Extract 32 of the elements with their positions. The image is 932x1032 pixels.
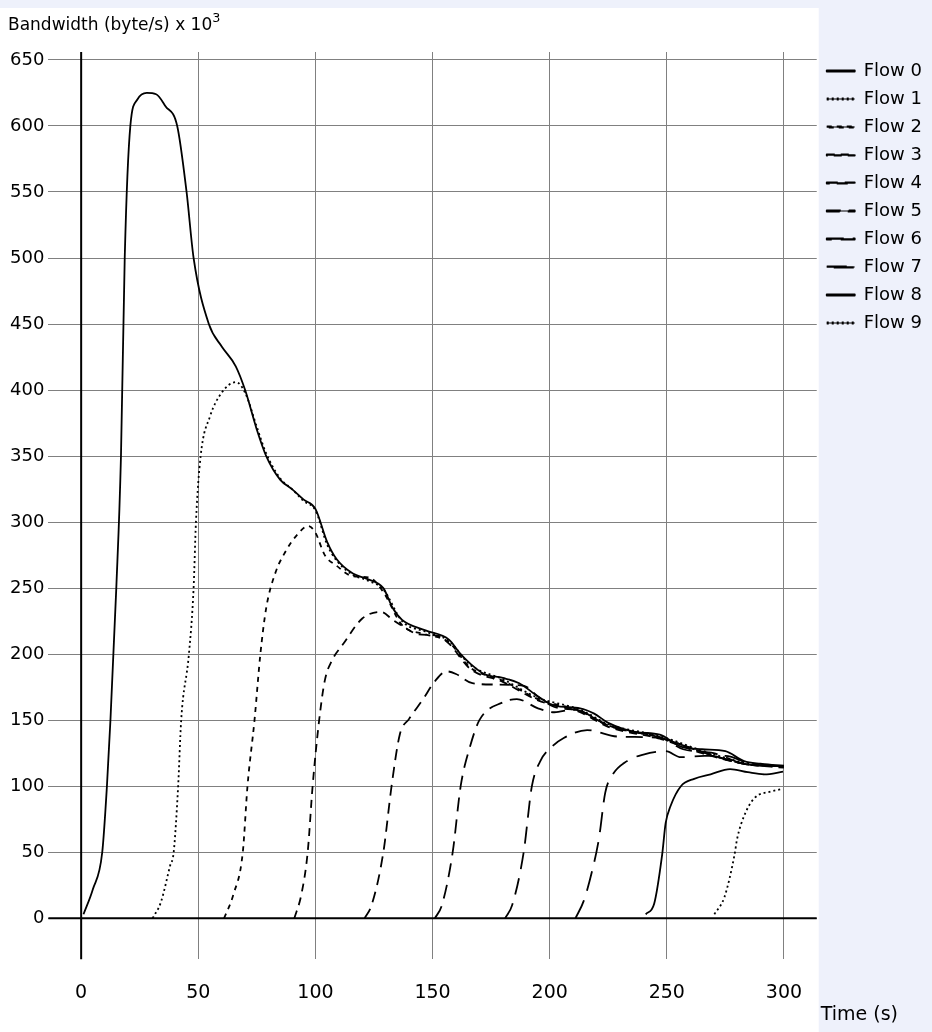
legend-label: Flow 1 bbox=[863, 86, 922, 108]
legend-label: Flow 8 bbox=[863, 282, 922, 304]
y-tick-label: 300 bbox=[10, 509, 45, 531]
legend-label: Flow 4 bbox=[863, 170, 922, 192]
legend-label: Flow 9 bbox=[863, 310, 922, 332]
y-tick-label: 400 bbox=[10, 377, 45, 399]
x-tick-label: 50 bbox=[186, 979, 211, 1002]
legend-label: Flow 3 bbox=[863, 142, 922, 164]
y-tick-label: 250 bbox=[10, 575, 45, 597]
x-tick-label: 100 bbox=[297, 979, 334, 1002]
y-tick-label: 450 bbox=[10, 311, 45, 333]
legend-label: Flow 0 bbox=[863, 58, 922, 80]
y-tick-label: 650 bbox=[10, 47, 45, 69]
legend-label: Flow 6 bbox=[863, 226, 922, 248]
legend-label: Flow 5 bbox=[863, 198, 922, 220]
y-tick-label: 600 bbox=[10, 113, 45, 135]
x-tick-label: 250 bbox=[648, 979, 685, 1002]
x-tick-label: 300 bbox=[765, 979, 803, 1002]
y-tick-label: 100 bbox=[10, 773, 45, 795]
y-tick-label: 150 bbox=[10, 707, 45, 729]
y-tick-label: 350 bbox=[10, 443, 45, 465]
y-tick-label: 0 bbox=[32, 905, 45, 927]
y-tick-label: 500 bbox=[10, 245, 45, 267]
x-axis-title: Time (s) bbox=[819, 1002, 898, 1024]
legend-label: Flow 2 bbox=[863, 114, 922, 136]
y-tick-label: 550 bbox=[10, 179, 45, 201]
x-tick-label: 0 bbox=[75, 979, 88, 1002]
legend-label: Flow 7 bbox=[863, 254, 922, 276]
x-tick-label: 150 bbox=[414, 979, 451, 1002]
x-tick-label: 200 bbox=[531, 979, 568, 1002]
y-tick-label: 50 bbox=[21, 839, 45, 861]
y-tick-label: 200 bbox=[10, 641, 45, 663]
